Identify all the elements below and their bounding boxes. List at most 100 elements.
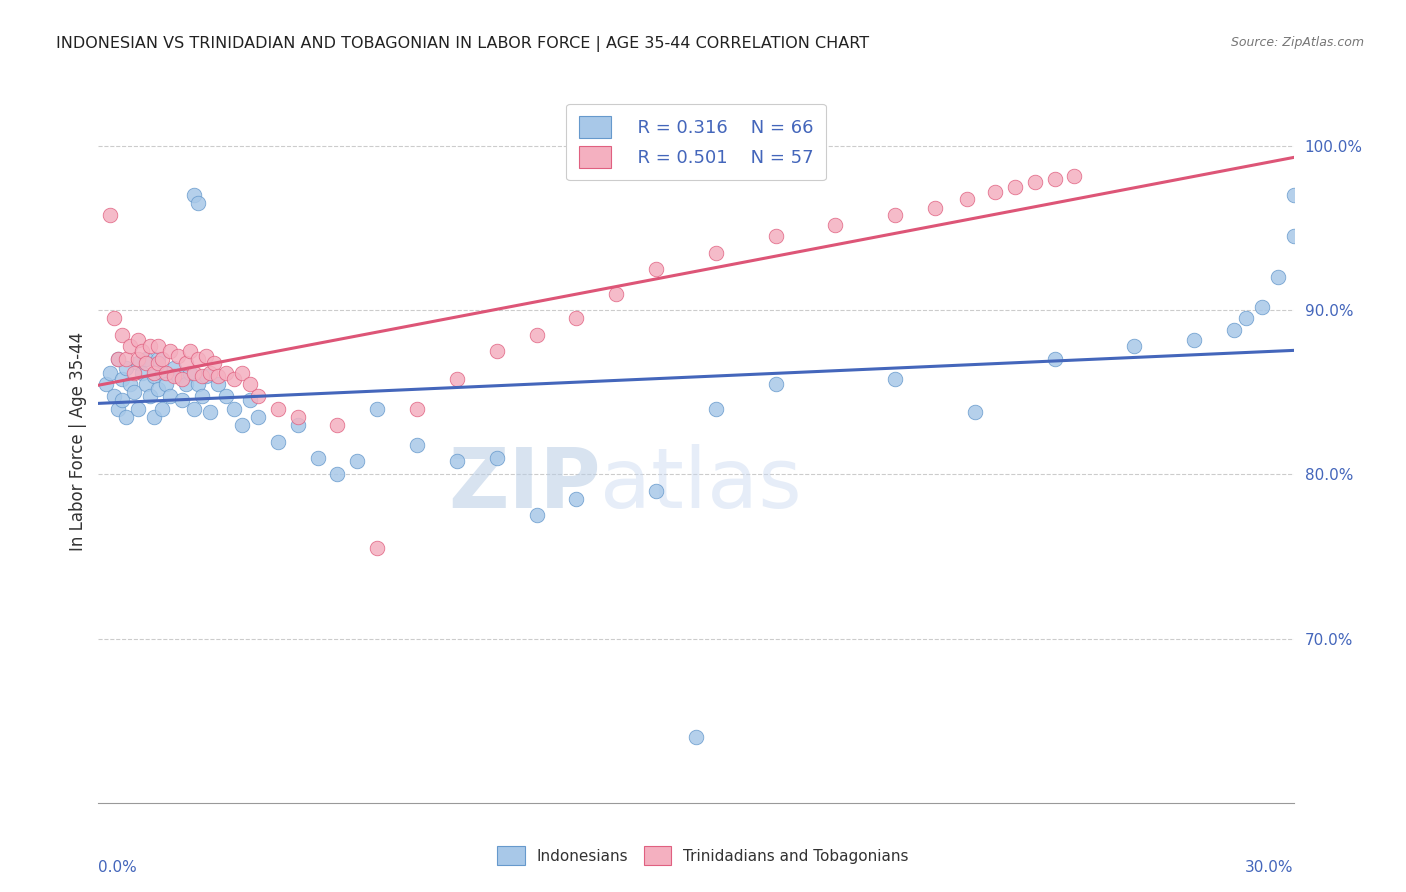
Point bbox=[107, 352, 129, 367]
Point bbox=[1234, 311, 1257, 326]
Legend:   R = 0.316    N = 66,   R = 0.501    N = 57: R = 0.316 N = 66, R = 0.501 N = 57 bbox=[567, 103, 825, 180]
Point bbox=[202, 356, 225, 370]
Point bbox=[107, 401, 129, 416]
Point bbox=[131, 366, 153, 380]
Point bbox=[1282, 229, 1305, 244]
Point bbox=[704, 245, 727, 260]
Point bbox=[605, 286, 627, 301]
Point bbox=[231, 366, 253, 380]
Point bbox=[127, 352, 149, 367]
Point bbox=[115, 360, 138, 375]
Point bbox=[155, 377, 177, 392]
Point bbox=[485, 450, 508, 465]
Point bbox=[287, 418, 309, 433]
Point bbox=[406, 438, 429, 452]
Point bbox=[645, 483, 668, 498]
Point bbox=[150, 366, 173, 380]
Point bbox=[485, 344, 508, 359]
Point bbox=[984, 185, 1007, 199]
Point bbox=[246, 388, 269, 402]
Point bbox=[1123, 339, 1146, 353]
Y-axis label: In Labor Force | Age 35-44: In Labor Force | Age 35-44 bbox=[69, 332, 87, 551]
Point bbox=[765, 377, 787, 392]
Point bbox=[446, 454, 468, 468]
Point bbox=[366, 541, 388, 556]
Point bbox=[239, 393, 262, 408]
Point bbox=[246, 409, 269, 424]
Point bbox=[172, 393, 194, 408]
Point bbox=[187, 352, 209, 367]
Point bbox=[148, 339, 170, 353]
Point bbox=[645, 262, 668, 277]
Point bbox=[346, 454, 368, 468]
Point bbox=[406, 401, 429, 416]
Legend: Indonesians, Trinidadians and Tobagonians: Indonesians, Trinidadians and Tobagonian… bbox=[491, 840, 915, 871]
Point bbox=[1024, 175, 1046, 189]
Point bbox=[222, 372, 245, 386]
Point bbox=[167, 349, 190, 363]
Point bbox=[267, 434, 290, 449]
Point bbox=[924, 202, 946, 216]
Point bbox=[127, 356, 149, 370]
Point bbox=[215, 366, 238, 380]
Point bbox=[167, 368, 190, 383]
Point bbox=[326, 418, 349, 433]
Point bbox=[366, 401, 388, 416]
Point bbox=[174, 356, 197, 370]
Point bbox=[207, 377, 229, 392]
Point bbox=[143, 366, 166, 380]
Point bbox=[963, 405, 986, 419]
Text: 30.0%: 30.0% bbox=[1246, 860, 1294, 875]
Point bbox=[159, 344, 181, 359]
Point bbox=[207, 368, 229, 383]
Point bbox=[124, 385, 146, 400]
Point bbox=[1182, 333, 1205, 347]
Point bbox=[135, 356, 157, 370]
Point bbox=[163, 368, 186, 383]
Point bbox=[884, 372, 907, 386]
Point bbox=[120, 377, 142, 392]
Point bbox=[98, 366, 122, 380]
Point bbox=[765, 229, 787, 244]
Point bbox=[131, 344, 153, 359]
Point bbox=[135, 352, 157, 367]
Point bbox=[884, 208, 907, 222]
Point bbox=[111, 327, 134, 342]
Point bbox=[191, 368, 214, 383]
Point bbox=[1282, 188, 1305, 202]
Point bbox=[1250, 300, 1272, 314]
Text: 0.0%: 0.0% bbox=[98, 860, 138, 875]
Point bbox=[198, 405, 221, 419]
Point bbox=[179, 344, 201, 359]
Point bbox=[183, 188, 205, 202]
Point bbox=[704, 401, 727, 416]
Point bbox=[155, 366, 177, 380]
Point bbox=[111, 372, 134, 386]
Point bbox=[267, 401, 290, 416]
Point bbox=[1267, 270, 1289, 285]
Point bbox=[148, 382, 170, 396]
Point bbox=[103, 311, 125, 326]
Point bbox=[183, 366, 205, 380]
Point bbox=[127, 333, 149, 347]
Point bbox=[1043, 171, 1066, 186]
Point bbox=[148, 352, 170, 367]
Point bbox=[96, 377, 118, 392]
Point bbox=[195, 349, 218, 363]
Point bbox=[139, 339, 162, 353]
Point bbox=[159, 388, 181, 402]
Point bbox=[565, 491, 588, 506]
Point bbox=[307, 450, 329, 465]
Point bbox=[824, 218, 846, 232]
Text: ZIP: ZIP bbox=[449, 444, 600, 525]
Point bbox=[1063, 169, 1085, 183]
Point bbox=[150, 401, 173, 416]
Point bbox=[195, 368, 218, 383]
Point bbox=[143, 368, 166, 383]
Point bbox=[174, 377, 197, 392]
Point bbox=[446, 372, 468, 386]
Point bbox=[115, 352, 138, 367]
Point bbox=[127, 401, 149, 416]
Text: Source: ZipAtlas.com: Source: ZipAtlas.com bbox=[1230, 36, 1364, 49]
Point bbox=[139, 388, 162, 402]
